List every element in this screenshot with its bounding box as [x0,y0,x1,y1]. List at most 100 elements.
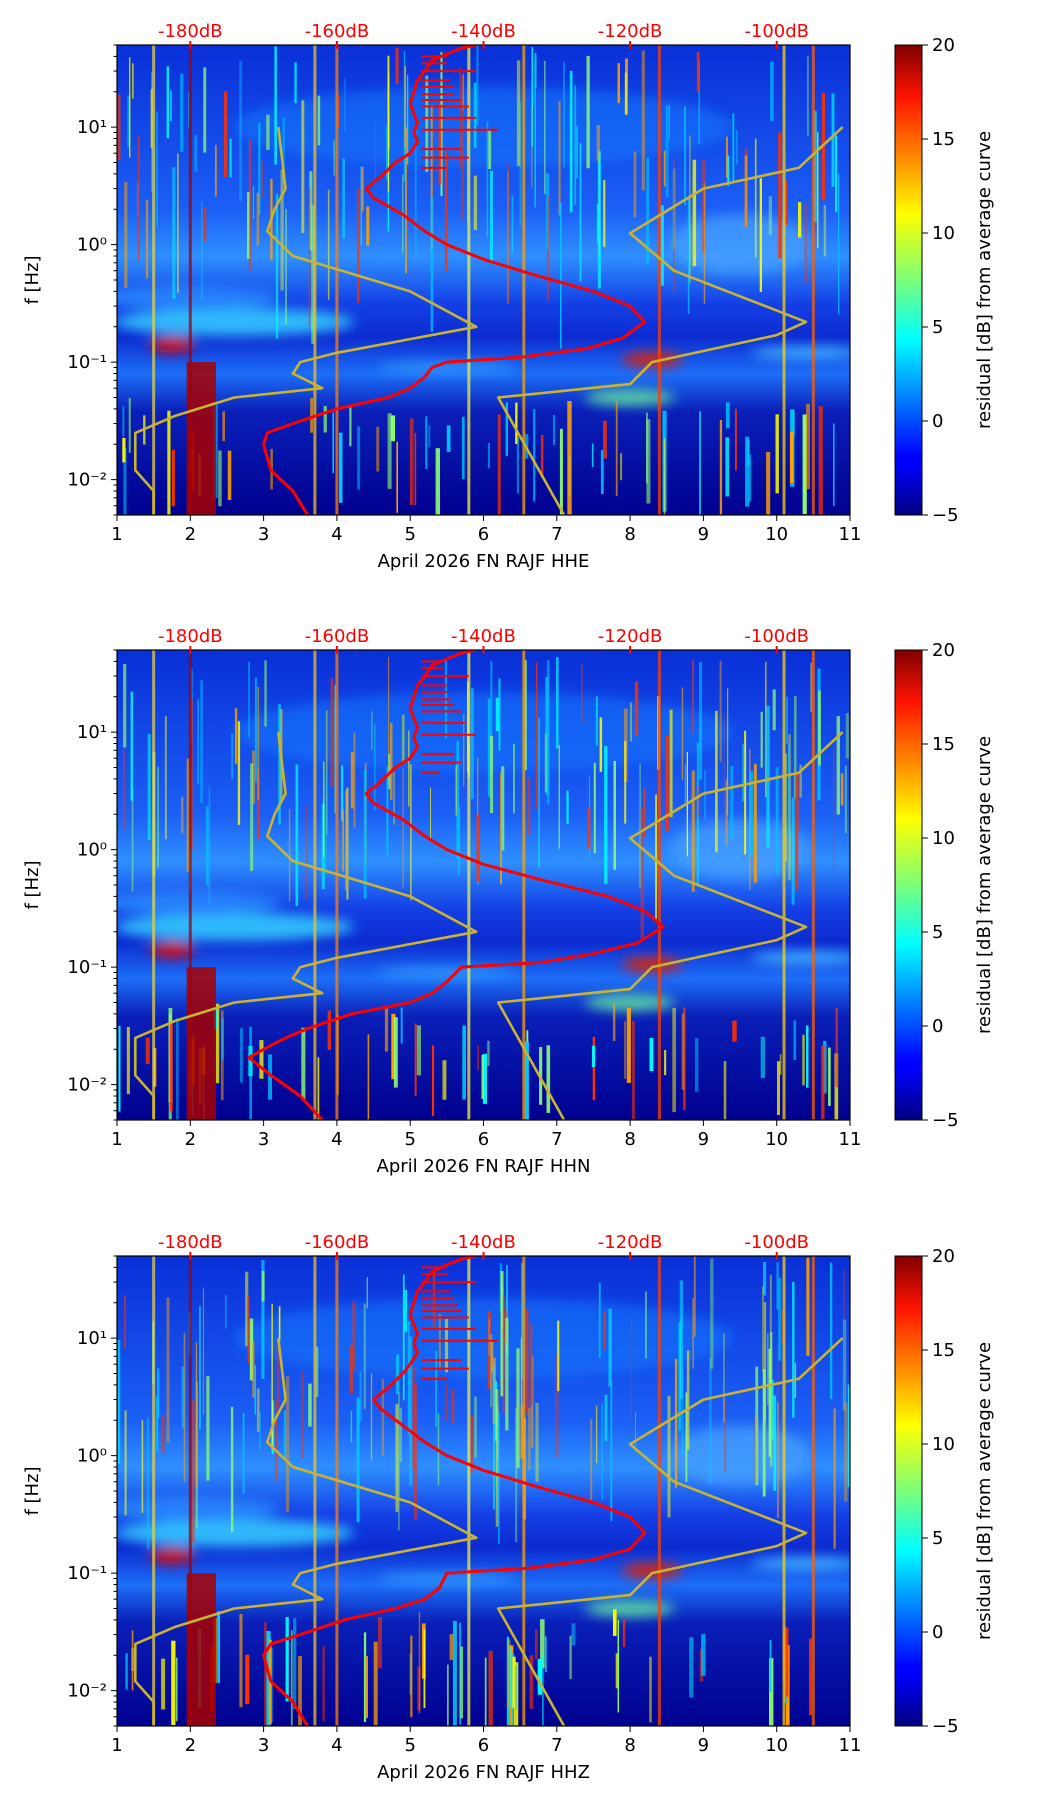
x-tick-label: 4 [331,524,342,545]
x-tick-label: 3 [258,1735,269,1756]
heatmap-texture [117,692,850,1011]
x-tick-label: 2 [185,1129,196,1150]
colorbar-tick-label: 20 [932,640,955,661]
x-tick-label: 1 [111,1129,122,1150]
x-tick-label: 5 [404,1735,415,1756]
y-axis-label: f [Hz] [22,255,43,304]
curve-noise_model_low [134,126,478,515]
curve-noise_model_high [496,1337,844,1726]
x-tick-label: 3 [258,1129,269,1150]
x-axis-label: April 2026 FN RAJF HHZ [377,1762,590,1783]
curve-mode [262,1256,647,1726]
db-scale-label: -160dB [305,626,370,647]
db-scale-label: -100dB [744,21,809,42]
y-tick-label: 10⁻¹ [67,1563,107,1584]
x-axis-label: April 2026 FN RAJF HHE [378,551,590,572]
heatmap-plot-area [117,1256,850,1726]
x-tick-label: 8 [624,524,635,545]
x-tick-label: 7 [551,1129,562,1150]
curve-mode [262,45,647,515]
colorbar [894,1255,923,1727]
colorbar-tick-label: 20 [932,1246,955,1267]
db-scale-label: -120dB [598,21,663,42]
colorbar-tick-label: 10 [932,1434,955,1455]
x-tick-label: 11 [839,1735,862,1756]
y-tick-label: 10⁰ [77,1446,107,1467]
curve-noise_model_low [134,1337,478,1726]
x-tick-label: 10 [765,524,788,545]
colorbar-tick-label: −5 [932,1716,959,1737]
y-tick-label: 10⁻² [67,1681,107,1702]
colorbar-tick-label: −5 [932,505,959,526]
colorbar-tick-label: 15 [932,1340,955,1361]
colorbar-label: residual [dB] from average curve [974,131,995,429]
db-scale-label: -180dB [158,626,223,647]
colorbar-tick-label: 5 [932,317,943,338]
db-scale-label: -180dB [158,1232,223,1253]
colorbar-tick-label: 20 [932,35,955,56]
heatmap-plot-area [117,45,850,515]
db-scale-label: -140dB [451,1232,516,1253]
x-tick-label: 10 [765,1735,788,1756]
colorbar-tick-label: 15 [932,129,955,150]
colorbar-tick-label: 15 [932,734,955,755]
x-axis-label: April 2026 FN RAJF HHN [377,1156,591,1177]
chart-panel-3: 1 2 3 4 5 6 7 8 9 10 11 April 2026 FN RAJF HHZ 10⁻² 1… [22,1232,995,1783]
x-tick-label: 11 [839,1129,862,1150]
x-tick-label: 8 [624,1735,635,1756]
y-tick-label: 10⁰ [77,840,107,861]
db-scale-label: -100dB [744,626,809,647]
heatmap-streaks [118,650,849,1120]
y-tick-label: 10⁻¹ [67,352,107,373]
colorbar-tick-label: 0 [932,411,943,432]
colorbar-tick-label: 0 [932,1622,943,1643]
x-tick-label: 1 [111,524,122,545]
colorbar-tick-label: 0 [932,1016,943,1037]
curve-noise_model_high [496,126,844,515]
x-tick-label: 11 [839,524,862,545]
heatmap-plot-area [117,650,850,1120]
colorbar-label: residual [dB] from average curve [974,1342,995,1640]
x-tick-label: 3 [258,524,269,545]
y-tick-label: 10⁰ [77,235,107,256]
db-scale-label: -120dB [598,626,663,647]
colorbar-tick-label: 5 [932,922,943,943]
chart-panel-1: 1 2 3 4 5 6 7 8 9 10 11 April 2026 FN RAJF HHE 10⁻² 1… [22,21,995,572]
x-tick-label: 6 [478,524,489,545]
colorbar-tick-label: −5 [932,1110,959,1131]
y-axis-label: f [Hz] [22,860,43,909]
x-tick-label: 6 [478,1735,489,1756]
colorbar-label: residual [dB] from average curve [974,736,995,1034]
db-scale-label: -180dB [158,21,223,42]
colorbar-tick-label: 10 [932,223,955,244]
x-tick-label: 1 [111,1735,122,1756]
x-tick-label: 2 [185,1735,196,1756]
y-axis-label: f [Hz] [22,1466,43,1515]
x-tick-label: 2 [185,524,196,545]
colorbar [894,649,923,1121]
x-tick-label: 4 [331,1735,342,1756]
x-tick-label: 4 [331,1129,342,1150]
db-scale-label: -140dB [451,626,516,647]
chart-panel-2: 1 2 3 4 5 6 7 8 9 10 11 April 2026 FN RAJF HHN 10⁻² 1… [22,626,995,1177]
db-scale-label: -160dB [305,21,370,42]
y-tick-label: 10⁻¹ [67,957,107,978]
colorbar-tick-label: 10 [932,828,955,849]
x-tick-label: 9 [698,1735,709,1756]
db-scale-label: -100dB [744,1232,809,1253]
curve-noise_model_high [496,731,844,1120]
curve-mode [247,650,665,1120]
y-tick-label: 10¹ [77,1328,107,1349]
x-tick-label: 10 [765,1129,788,1150]
curve-noise_model_low [134,731,478,1120]
db-scale-label: -140dB [451,21,516,42]
x-tick-label: 9 [698,524,709,545]
x-tick-label: 5 [404,1129,415,1150]
heatmap-streaks [117,1256,850,1726]
db-scale-label: -160dB [305,1232,370,1253]
x-tick-label: 7 [551,524,562,545]
y-tick-label: 10⁻² [67,1075,107,1096]
x-tick-label: 6 [478,1129,489,1150]
y-tick-label: 10¹ [77,117,107,138]
